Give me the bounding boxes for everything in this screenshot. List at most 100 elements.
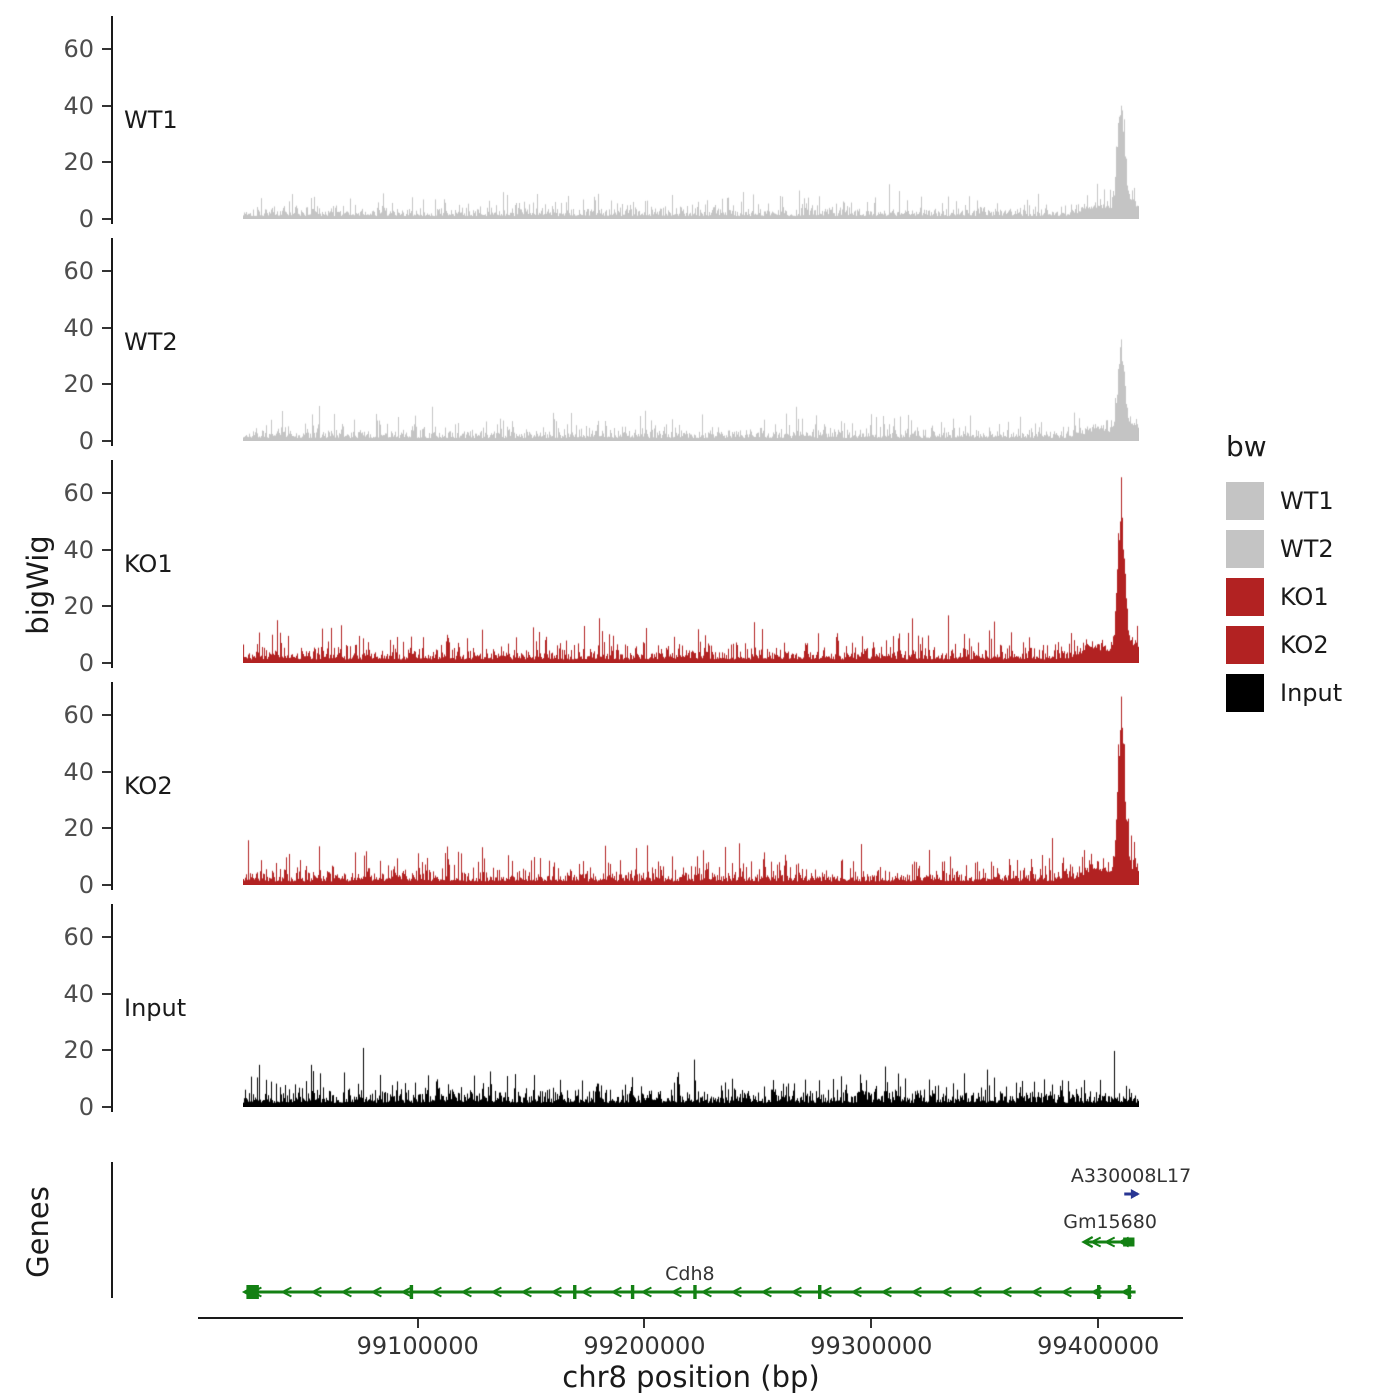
strand-arrow-icon [310, 1286, 322, 1298]
exon [409, 1285, 414, 1299]
strand-arrow-icon [760, 1286, 772, 1298]
coverage-panel-input: 0 20 40 60 Input [0, 902, 1400, 1121]
strand-arrow-icon [340, 1286, 352, 1298]
strand-arrow-icon [580, 1286, 592, 1298]
y-axis-line [111, 904, 113, 1112]
y-tick-label: 60 [63, 35, 94, 63]
y-tick-mark [102, 770, 111, 773]
legend-swatch [1226, 578, 1264, 616]
y-tick-label: 40 [63, 313, 94, 342]
strand-arrow-icon [1060, 1286, 1072, 1298]
y-tick-mark [102, 992, 111, 995]
y-tick-label: 40 [63, 535, 94, 564]
legend-item-ko2: KO2 [1226, 621, 1342, 669]
legend-label: KO2 [1280, 631, 1329, 659]
x-tick-label: 99400000 [1037, 1332, 1160, 1360]
exon [1097, 1285, 1101, 1299]
strand-arrow-icon [670, 1286, 682, 1298]
strand-arrow-icon [1130, 1189, 1140, 1199]
y-axis-line [111, 682, 113, 890]
y-tick-mark [102, 936, 111, 938]
x-tick-mark [1097, 1319, 1100, 1328]
strand-arrow-icon [1103, 1236, 1116, 1248]
coverage-track-ko2 [243, 690, 1139, 885]
strand-arrow-icon [400, 1286, 412, 1298]
y-tick-label: 60 [63, 923, 94, 951]
legend-label: WT1 [1280, 487, 1334, 515]
coverage-track-wt2 [243, 246, 1139, 441]
gene-label: Gm15680 [1063, 1211, 1157, 1233]
y-tick-mark [102, 662, 111, 664]
exon [573, 1285, 577, 1299]
strand-arrow-icon [610, 1286, 622, 1298]
y-tick-mark [102, 548, 111, 551]
strand-arrow-icon [280, 1286, 292, 1298]
y-axis-line [111, 238, 113, 446]
strand-arrow-icon [790, 1286, 802, 1298]
y-tick-label: 40 [63, 979, 94, 1008]
strand-arrow-icon [1030, 1286, 1042, 1298]
coverage-track-input [243, 912, 1139, 1107]
y-tick-label: 0 [78, 649, 94, 677]
y-tick-mark [102, 605, 111, 608]
y-tick-label: 20 [63, 148, 94, 177]
y-tick-label: 20 [63, 814, 94, 843]
y-tick-label: 60 [63, 479, 94, 507]
y-tick-label: 40 [63, 757, 94, 786]
track-label: Input [124, 994, 187, 1022]
y-tick-mark [102, 48, 111, 50]
coverage-panel-ko2: 0 20 40 60 KO2 [0, 680, 1400, 899]
y-tick-mark [102, 161, 111, 164]
strand-arrow-icon [820, 1286, 832, 1298]
y-tick-mark [102, 104, 111, 107]
coverage-panel-ko1: 0 20 40 60 KO1 [0, 458, 1400, 677]
x-tick-mark [643, 1319, 646, 1328]
legend-item-ko1: KO1 [1226, 573, 1342, 621]
y-tick-mark [102, 326, 111, 329]
strand-arrow-icon [550, 1286, 562, 1298]
y-tick-mark [102, 440, 111, 442]
strand-arrow-icon [970, 1286, 982, 1298]
y-tick-label: 0 [78, 427, 94, 455]
track-label: KO1 [124, 550, 173, 578]
legend-item-wt2: WT2 [1226, 525, 1342, 573]
x-tick-label: 99300000 [810, 1332, 933, 1360]
exon [693, 1285, 697, 1299]
y-axis-line [111, 16, 113, 224]
strand-arrow-icon [730, 1286, 742, 1298]
legend-items: WT1 WT2 KO1 KO2 Input [1226, 477, 1342, 717]
y-tick-label: 20 [63, 1036, 94, 1065]
track-label: WT1 [124, 106, 178, 134]
y-tick-label: 60 [63, 701, 94, 729]
track-label: WT2 [124, 328, 178, 356]
legend: bw WT1 WT2 KO1 KO2 Input [1226, 430, 1342, 717]
track-label: KO2 [124, 772, 173, 800]
y-tick-label: 0 [78, 871, 94, 899]
coverage-panel-wt1: 0 20 40 60 WT1 [0, 14, 1400, 233]
x-tick-label: 99100000 [356, 1332, 479, 1360]
strand-arrow-icon [850, 1286, 862, 1298]
exon [1123, 1237, 1135, 1247]
exon [630, 1285, 635, 1299]
legend-item-wt1: WT1 [1226, 477, 1342, 525]
y-tick-label: 0 [78, 205, 94, 233]
legend-swatch [1226, 674, 1264, 712]
legend-label: WT2 [1280, 535, 1334, 563]
x-tick-label: 99200000 [583, 1332, 706, 1360]
y-tick-mark [102, 1106, 111, 1108]
strand-arrow-icon [910, 1286, 922, 1298]
coverage-track-wt1 [243, 24, 1139, 219]
strand-arrow-icon [460, 1286, 472, 1298]
legend-swatch [1226, 482, 1264, 520]
strand-arrow-icon [370, 1286, 382, 1298]
strand-arrow-icon [430, 1286, 442, 1298]
y-tick-mark [102, 884, 111, 886]
legend-swatch [1226, 626, 1264, 664]
genes-track: A330008L17 Gm15680 Cdh8 [241, 1165, 1191, 1299]
y-tick-label: 60 [63, 257, 94, 285]
y-tick-mark [102, 827, 111, 830]
exon [818, 1285, 822, 1299]
legend-item-input: Input [1226, 669, 1342, 717]
